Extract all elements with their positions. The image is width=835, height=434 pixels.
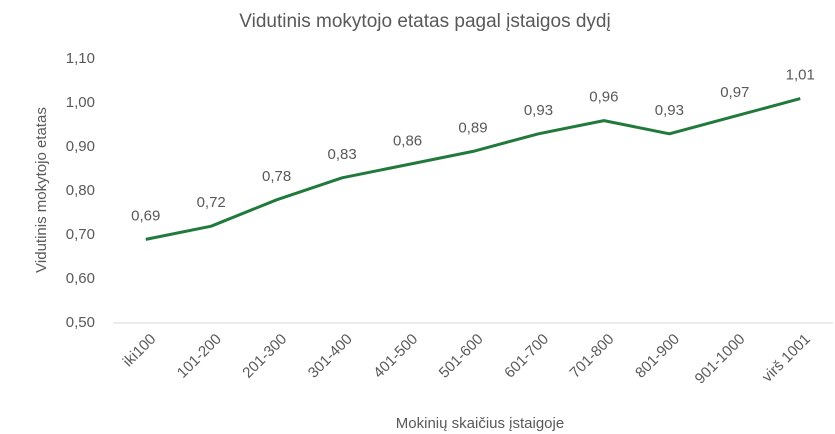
data-label: 0,83 — [327, 146, 356, 163]
x-tick-label: 501-600 — [436, 331, 487, 382]
x-axis-title: Mokinių skaičius įstaigoje — [396, 415, 564, 432]
x-tick-label: 401-500 — [370, 331, 421, 382]
x-tick-label: 201-300 — [239, 331, 290, 382]
y-tick-label: 0,50 — [66, 314, 95, 331]
x-tick-label: 701-800 — [567, 331, 618, 382]
data-label: 0,72 — [197, 194, 226, 211]
x-tick-label: 901-1000 — [692, 331, 749, 388]
data-label: 0,86 — [393, 133, 422, 150]
x-tick-label: 601-700 — [501, 331, 552, 382]
x-tick-label: 801-900 — [632, 331, 683, 382]
data-label: 0,97 — [720, 84, 749, 101]
data-label: 0,96 — [589, 89, 618, 106]
chart-title: Vidutinis mokytojo etatas pagal įstaigos… — [239, 11, 610, 32]
data-label: 0,69 — [131, 207, 160, 224]
y-tick-label: 1,10 — [66, 50, 95, 67]
data-label: 1,01 — [786, 67, 815, 84]
data-label: 0,78 — [262, 168, 291, 185]
y-tick-label: 0,80 — [66, 182, 95, 199]
y-tick-label: 1,00 — [66, 94, 95, 111]
y-tick-label: 0,60 — [66, 270, 95, 287]
data-label: 0,93 — [655, 102, 684, 119]
x-tick-label: 101-200 — [174, 331, 225, 382]
y-tick-label: 0,90 — [66, 138, 95, 155]
line-series — [145, 97, 801, 241]
y-axis-title: Vidutinis mokytojo etatas — [33, 107, 50, 273]
data-label: 0,89 — [458, 119, 487, 136]
data-label: 0,93 — [524, 102, 553, 119]
x-tick-label: virš 1001 — [759, 331, 814, 386]
x-tick-label: 301-400 — [305, 331, 356, 382]
y-tick-label: 0,70 — [66, 226, 95, 243]
x-tick-label: iki100 — [120, 331, 160, 371]
